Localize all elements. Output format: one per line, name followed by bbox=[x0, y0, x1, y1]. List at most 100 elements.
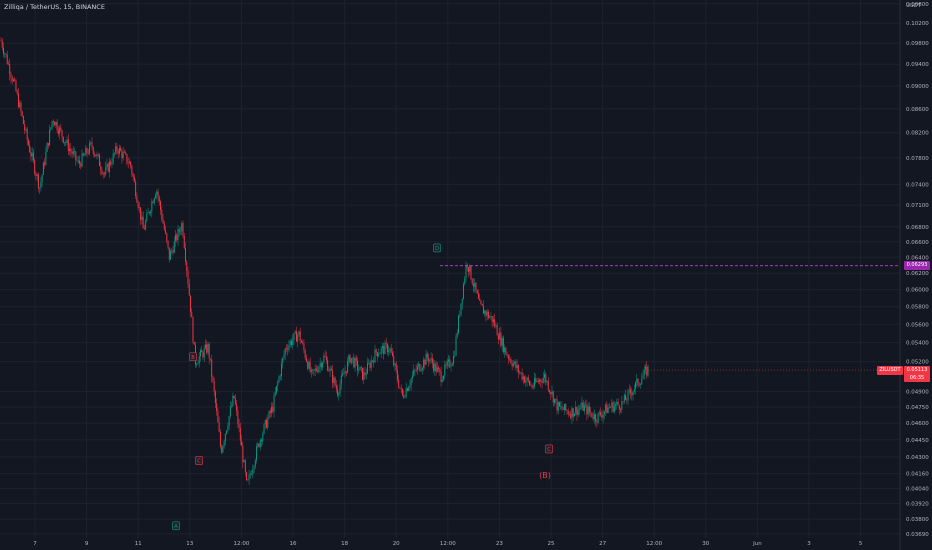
candle bbox=[113, 152, 115, 158]
candle bbox=[371, 360, 373, 364]
candle bbox=[526, 376, 528, 387]
candle bbox=[262, 431, 264, 446]
price-axis[interactable]: 0.10600 0.10200 0.09800 0.09400 0.09000 0.086… bbox=[899, 0, 929, 550]
time-axis[interactable]: 7 9 11 13 12:00 16 18 20 12:00 23 25 27 12:00 30 Jun 3 5 bbox=[33, 541, 863, 547]
candle bbox=[198, 351, 200, 368]
candle bbox=[188, 279, 190, 296]
candle bbox=[203, 344, 205, 363]
candle bbox=[525, 375, 527, 387]
candle bbox=[378, 348, 380, 358]
candle bbox=[522, 373, 524, 385]
candle bbox=[93, 151, 95, 158]
candle bbox=[438, 365, 440, 373]
candle bbox=[246, 471, 248, 482]
candle bbox=[249, 471, 251, 479]
candle bbox=[477, 289, 479, 300]
y-tick-label: 0.04040 bbox=[906, 486, 929, 492]
candle bbox=[433, 358, 435, 374]
candle bbox=[537, 377, 539, 385]
candle bbox=[213, 377, 215, 397]
candle bbox=[219, 429, 221, 449]
candle bbox=[620, 407, 622, 414]
candle bbox=[284, 347, 286, 360]
candle bbox=[617, 398, 619, 406]
candle bbox=[581, 396, 583, 411]
y-tick-label: 0.04160 bbox=[906, 472, 929, 478]
candle bbox=[410, 377, 412, 391]
y-tick-label: 0.03920 bbox=[906, 502, 929, 508]
candle bbox=[551, 385, 553, 398]
candle bbox=[216, 398, 218, 416]
candle bbox=[420, 364, 422, 372]
candle bbox=[613, 401, 615, 414]
candle bbox=[601, 410, 603, 422]
y-tick-label: 0.03690 bbox=[906, 532, 929, 538]
candle bbox=[177, 224, 179, 246]
candle bbox=[305, 354, 307, 363]
candle bbox=[257, 441, 259, 449]
candle bbox=[130, 160, 132, 169]
candle bbox=[335, 380, 337, 393]
candle bbox=[229, 401, 231, 419]
candle bbox=[212, 375, 214, 384]
candle bbox=[92, 146, 94, 157]
candle bbox=[137, 200, 139, 211]
candle bbox=[482, 300, 484, 314]
candle bbox=[41, 174, 43, 187]
alert-line[interactable] bbox=[440, 265, 900, 371]
x-tick-label: 12:00 bbox=[440, 541, 456, 547]
candle bbox=[495, 322, 497, 329]
y-tick-label: 0.09800 bbox=[906, 41, 929, 47]
candle bbox=[208, 341, 210, 365]
candle bbox=[207, 341, 209, 356]
candle bbox=[80, 161, 82, 170]
candle bbox=[303, 339, 305, 354]
candle bbox=[206, 340, 208, 355]
candle bbox=[641, 373, 643, 385]
candle bbox=[35, 171, 37, 181]
symbol-legend[interactable]: Zilliqa / TetherUS, 15, BINANCE bbox=[4, 3, 105, 11]
candle bbox=[578, 405, 580, 416]
candle bbox=[209, 358, 211, 362]
candle bbox=[118, 144, 120, 157]
wave-label-text: (B) bbox=[539, 471, 551, 480]
candle bbox=[180, 226, 182, 236]
candle bbox=[167, 240, 169, 250]
candle bbox=[165, 225, 167, 235]
candle bbox=[616, 398, 618, 410]
y-tick-label: 0.09000 bbox=[906, 84, 929, 90]
candle bbox=[504, 344, 506, 358]
candle bbox=[560, 401, 562, 410]
candle bbox=[181, 220, 183, 236]
candle bbox=[282, 357, 284, 369]
candle bbox=[536, 377, 538, 383]
candle bbox=[135, 179, 137, 199]
candle bbox=[359, 366, 361, 371]
candle bbox=[285, 344, 287, 353]
candle bbox=[186, 259, 188, 277]
candle bbox=[146, 209, 148, 223]
candle bbox=[605, 403, 607, 417]
candle bbox=[47, 142, 49, 149]
candle bbox=[345, 371, 347, 377]
candle bbox=[465, 261, 467, 283]
candle bbox=[606, 401, 608, 414]
price-scale-currency[interactable]: USDT bbox=[906, 3, 922, 9]
candle bbox=[590, 407, 592, 418]
candle bbox=[46, 141, 48, 152]
candle bbox=[404, 394, 406, 399]
candle bbox=[61, 129, 63, 143]
candle bbox=[267, 414, 269, 431]
wave-label-text: D bbox=[435, 246, 439, 252]
candle bbox=[333, 375, 335, 388]
candle bbox=[426, 351, 428, 362]
candle bbox=[223, 439, 225, 449]
candle bbox=[309, 357, 311, 374]
candle bbox=[357, 357, 359, 377]
candle bbox=[71, 148, 73, 159]
wave-label-text: C bbox=[547, 447, 551, 453]
alert-price-badge: 0.06293 bbox=[904, 261, 930, 271]
candle bbox=[583, 402, 585, 415]
